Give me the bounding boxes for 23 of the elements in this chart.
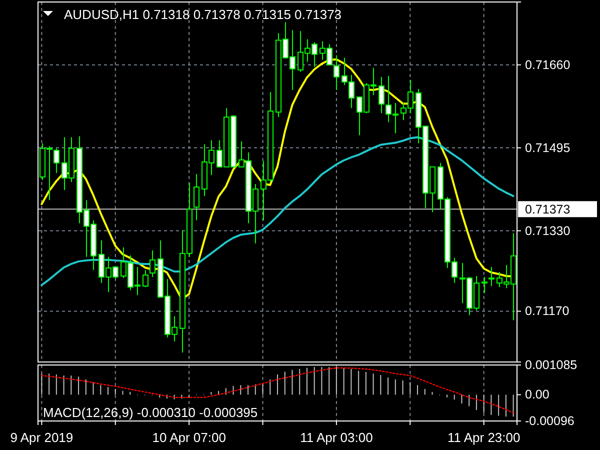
chart-title: AUDUSD,H1 0.71318 0.71378 0.71315 0.71373 xyxy=(64,7,342,22)
ref-line-label: 0.71373 xyxy=(525,202,570,217)
candlestick xyxy=(334,54,340,90)
y-tick-label: 0.71170 xyxy=(525,304,570,318)
y-tick-label: 0.71660 xyxy=(525,58,570,72)
x-tick-label: 9 Apr 2019 xyxy=(10,430,74,446)
y-tick-label: 0.71330 xyxy=(525,224,570,238)
candlestick xyxy=(482,276,488,294)
candlestick xyxy=(194,173,200,221)
x-tick-label: 11 Apr 23:00 xyxy=(447,430,520,446)
y-tick-label: 0.71495 xyxy=(525,140,570,155)
candlestick xyxy=(54,148,60,174)
y-tick-label: 0.00 xyxy=(525,388,550,402)
x-tick-label: 10 Apr 07:00 xyxy=(152,430,226,446)
candlestick xyxy=(142,269,148,288)
x-tick-label: 11 Apr 03:00 xyxy=(300,430,373,446)
y-tick-label: 0.001085 xyxy=(525,358,578,372)
candlestick xyxy=(488,266,494,287)
candlestick xyxy=(378,76,384,114)
y-tick-label: -0.00096 xyxy=(525,414,574,428)
candlestick xyxy=(150,250,156,278)
text: MACD(12,26,9) -0.000310 -0.000395 xyxy=(43,405,258,420)
line-series xyxy=(40,136,514,286)
